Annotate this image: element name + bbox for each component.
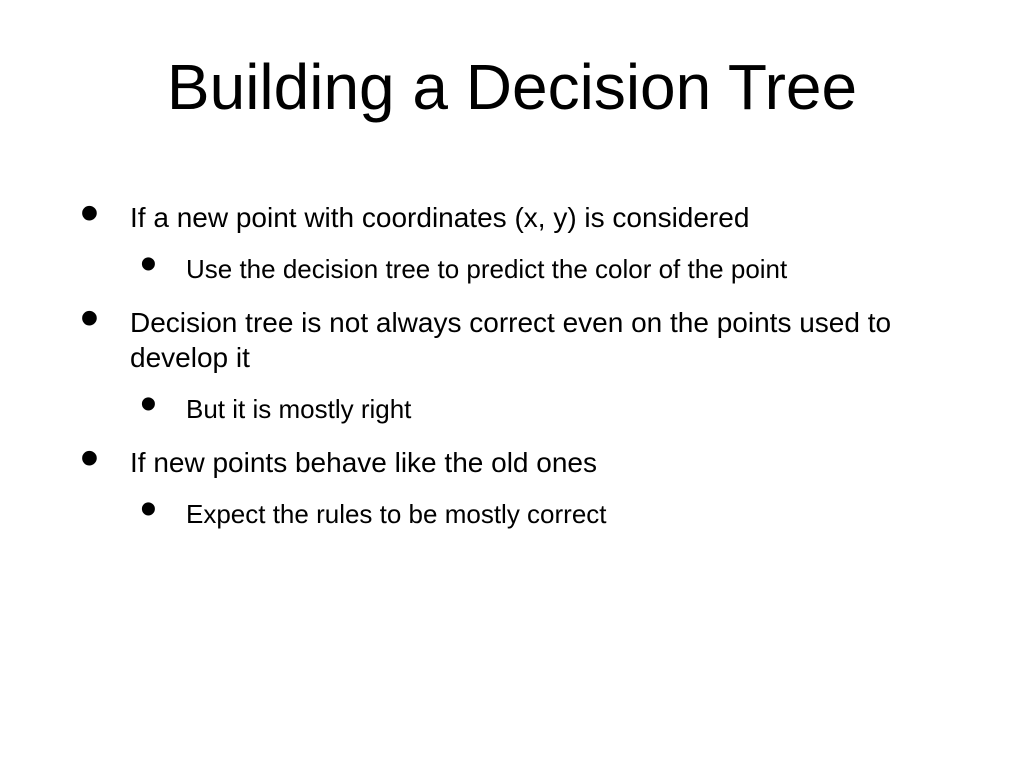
bullet-list: If a new point with coordinates (x, y) i… [80, 200, 960, 531]
bullet-text: If new points behave like the old ones [130, 447, 597, 478]
slide: Building a Decision Tree If a new point … [0, 0, 1024, 768]
sub-bullet-list: But it is mostly right [130, 393, 960, 427]
bullet-item: Decision tree is not always correct even… [80, 305, 960, 427]
sub-bullet-list: Expect the rules to be mostly correct [130, 498, 960, 532]
sub-bullet-text: Expect the rules to be mostly correct [186, 499, 607, 529]
bullet-text: Decision tree is not always correct even… [130, 307, 891, 373]
bullet-text: If a new point with coordinates (x, y) i… [130, 202, 749, 233]
slide-body: If a new point with coordinates (x, y) i… [80, 200, 960, 549]
bullet-item: If new points behave like the old ones E… [80, 445, 960, 532]
sub-bullet-item: Use the decision tree to predict the col… [130, 253, 960, 287]
sub-bullet-item: But it is mostly right [130, 393, 960, 427]
bullet-item: If a new point with coordinates (x, y) i… [80, 200, 960, 287]
slide-title: Building a Decision Tree [0, 50, 1024, 124]
sub-bullet-text: But it is mostly right [186, 394, 411, 424]
sub-bullet-list: Use the decision tree to predict the col… [130, 253, 960, 287]
sub-bullet-item: Expect the rules to be mostly correct [130, 498, 960, 532]
sub-bullet-text: Use the decision tree to predict the col… [186, 254, 787, 284]
